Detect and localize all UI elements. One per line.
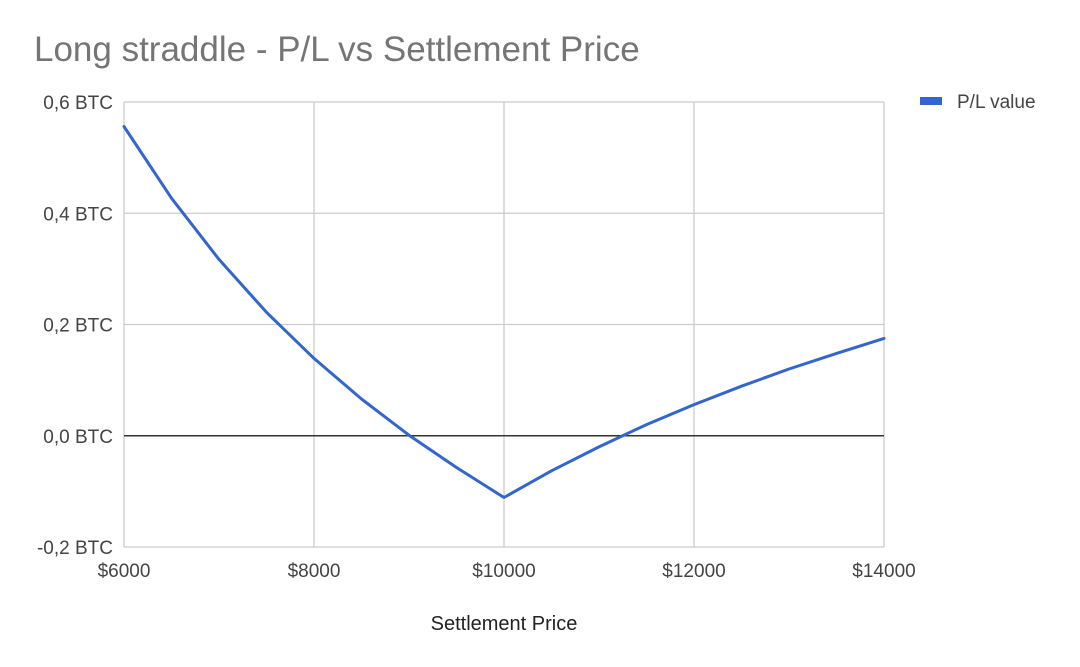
legend-swatch: [920, 97, 942, 105]
y-tick-label: 0,4 BTC: [43, 204, 113, 225]
x-axis-ticks: $6000 $8000 $10000 $12000 $14000: [98, 561, 916, 582]
legend-label: P/L value: [957, 92, 1036, 113]
series-layer: [122, 125, 886, 499]
x-tick-label: $12000: [662, 561, 725, 582]
y-tick-label: 0,2 BTC: [43, 316, 113, 337]
y-tick-label: 0,6 BTC: [43, 93, 113, 114]
legend: P/L value: [920, 92, 1036, 113]
y-tick-label: -0,2 BTC: [37, 538, 113, 559]
x-tick-label: $6000: [98, 561, 151, 582]
series-line-pl-value: [122, 125, 886, 499]
x-tick-label: $10000: [472, 561, 535, 582]
y-tick-label: 0,0 BTC: [43, 427, 113, 448]
grid: [123, 101, 885, 548]
chart-title: Long straddle - P/L vs Settlement Price: [34, 30, 640, 69]
x-tick-label: $8000: [288, 561, 341, 582]
x-axis-title: Settlement Price: [431, 613, 578, 635]
y-axis-ticks: -0,2 BTC 0,0 BTC 0,2 BTC 0,4 BTC 0,6 BTC: [37, 93, 113, 559]
x-tick-label: $14000: [852, 561, 915, 582]
